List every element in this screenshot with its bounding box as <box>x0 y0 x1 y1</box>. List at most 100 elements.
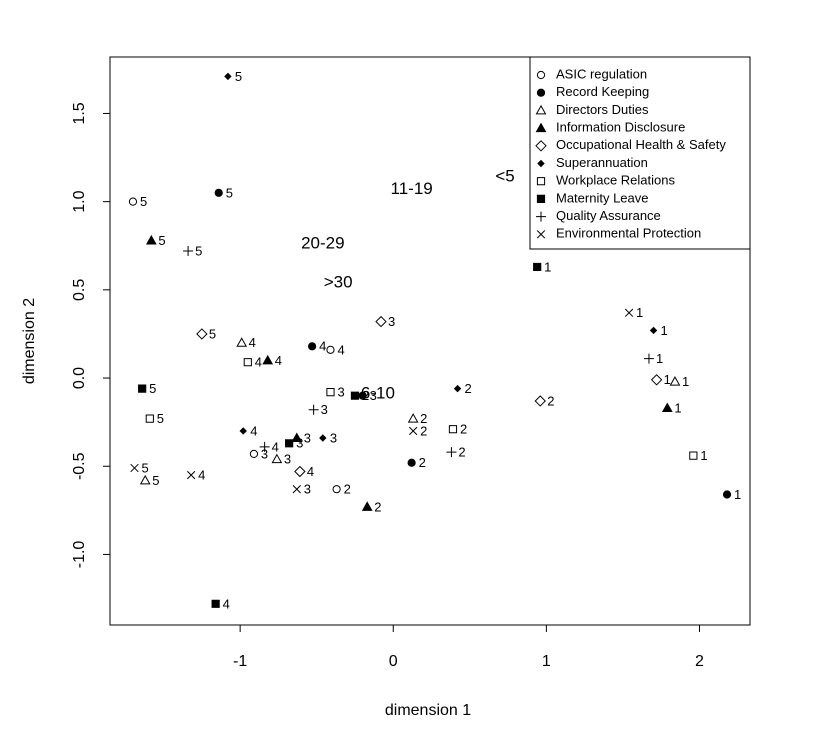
y-axis-title: dimension 2 <box>21 298 38 384</box>
point-label: 3 <box>304 482 311 497</box>
point <box>138 384 147 393</box>
x-tick-label: 0 <box>389 653 398 670</box>
point-label: 3 <box>330 430 337 445</box>
y-tick-label: -0.5 <box>71 452 88 480</box>
point-label: 2 <box>344 482 351 497</box>
legend-symbol <box>536 194 546 203</box>
point <box>183 246 194 257</box>
point <box>326 388 335 397</box>
point-label: 1 <box>661 323 668 338</box>
point <box>407 458 416 467</box>
point-label: 4 <box>249 335 256 350</box>
point-label: 1 <box>674 400 681 415</box>
point <box>271 453 283 464</box>
point-label: 5 <box>152 473 159 488</box>
annotation: 11-19 <box>391 179 433 198</box>
legend-symbol <box>536 88 546 97</box>
x-tick-label: 2 <box>695 653 704 670</box>
point-label: 2 <box>460 422 467 437</box>
point-label: 3 <box>337 385 344 400</box>
legend-label: Record Keeping <box>556 84 649 99</box>
point <box>259 441 270 452</box>
point <box>533 262 542 272</box>
point-label: 1 <box>682 374 689 389</box>
legend-symbol <box>536 230 546 239</box>
point <box>650 374 663 386</box>
point-label: 5 <box>235 69 242 84</box>
point <box>407 413 419 423</box>
point-label: 1 <box>636 305 643 320</box>
legend-label: Quality Assurance <box>556 208 661 223</box>
point-label: 5 <box>141 460 148 475</box>
point <box>669 376 681 386</box>
legend-symbol <box>537 159 545 168</box>
point <box>453 384 462 393</box>
point-label: 4 <box>337 342 344 357</box>
y-tick-label: 1.0 <box>71 190 88 212</box>
point <box>214 188 223 197</box>
x-tick-label: -1 <box>233 653 247 670</box>
point <box>130 463 139 473</box>
annotation: 20-29 <box>301 233 344 252</box>
y-tick-label: 0.5 <box>71 279 88 301</box>
legend-label: Occupational Health & Safety <box>556 137 726 152</box>
point <box>243 358 252 367</box>
point <box>448 425 458 434</box>
point-label: 2 <box>374 499 381 514</box>
point-label: 5 <box>149 381 156 396</box>
annotation: >30 <box>324 272 353 291</box>
point-label: 5 <box>209 326 216 341</box>
point <box>308 404 319 415</box>
legend-label: Environmental Protection <box>556 226 701 241</box>
point <box>239 427 247 435</box>
point <box>624 308 634 317</box>
point <box>308 342 317 351</box>
legend-label: Maternity Leave <box>556 190 649 205</box>
point-label: 2 <box>420 423 427 438</box>
point-label: 4 <box>275 353 282 368</box>
point <box>534 395 546 407</box>
point <box>361 501 373 511</box>
point-label: 3 <box>261 446 268 461</box>
annotation: 6-10 <box>361 383 395 402</box>
y-tick-label: 1.5 <box>71 102 88 124</box>
point-label: 4 <box>223 596 230 611</box>
point <box>145 234 157 245</box>
point-label: 4 <box>250 423 257 438</box>
point <box>128 197 138 206</box>
point <box>375 315 387 328</box>
point-label: 1 <box>734 487 741 502</box>
point-label: 5 <box>195 243 202 258</box>
point <box>319 434 327 442</box>
point <box>722 490 732 499</box>
point <box>139 474 151 485</box>
point <box>326 345 335 354</box>
legend-symbol <box>536 177 546 186</box>
point-label: 3 <box>370 388 377 403</box>
point-label: 5 <box>140 194 147 209</box>
point-label: 2 <box>362 388 369 403</box>
point-label: 1 <box>544 259 551 274</box>
point <box>236 337 248 347</box>
legend-symbol <box>535 140 547 152</box>
point-label: 1 <box>664 372 671 387</box>
point <box>262 354 274 365</box>
point <box>358 391 367 400</box>
point-label: 4 <box>255 355 262 370</box>
legend-label: Superannuation <box>556 155 648 170</box>
point-label: 5 <box>157 411 164 426</box>
point <box>294 465 306 478</box>
point-label: 3 <box>388 314 395 329</box>
point-label: 2 <box>547 393 554 408</box>
point-label: 4 <box>307 464 314 479</box>
point <box>332 485 341 494</box>
point <box>285 439 294 448</box>
point <box>196 328 208 340</box>
point <box>291 432 303 443</box>
y-tick-label: 0.0 <box>71 367 88 389</box>
legend-symbol <box>535 104 547 115</box>
point <box>350 391 360 400</box>
point <box>689 451 698 460</box>
point-label: 1 <box>700 448 707 463</box>
point <box>186 470 196 480</box>
